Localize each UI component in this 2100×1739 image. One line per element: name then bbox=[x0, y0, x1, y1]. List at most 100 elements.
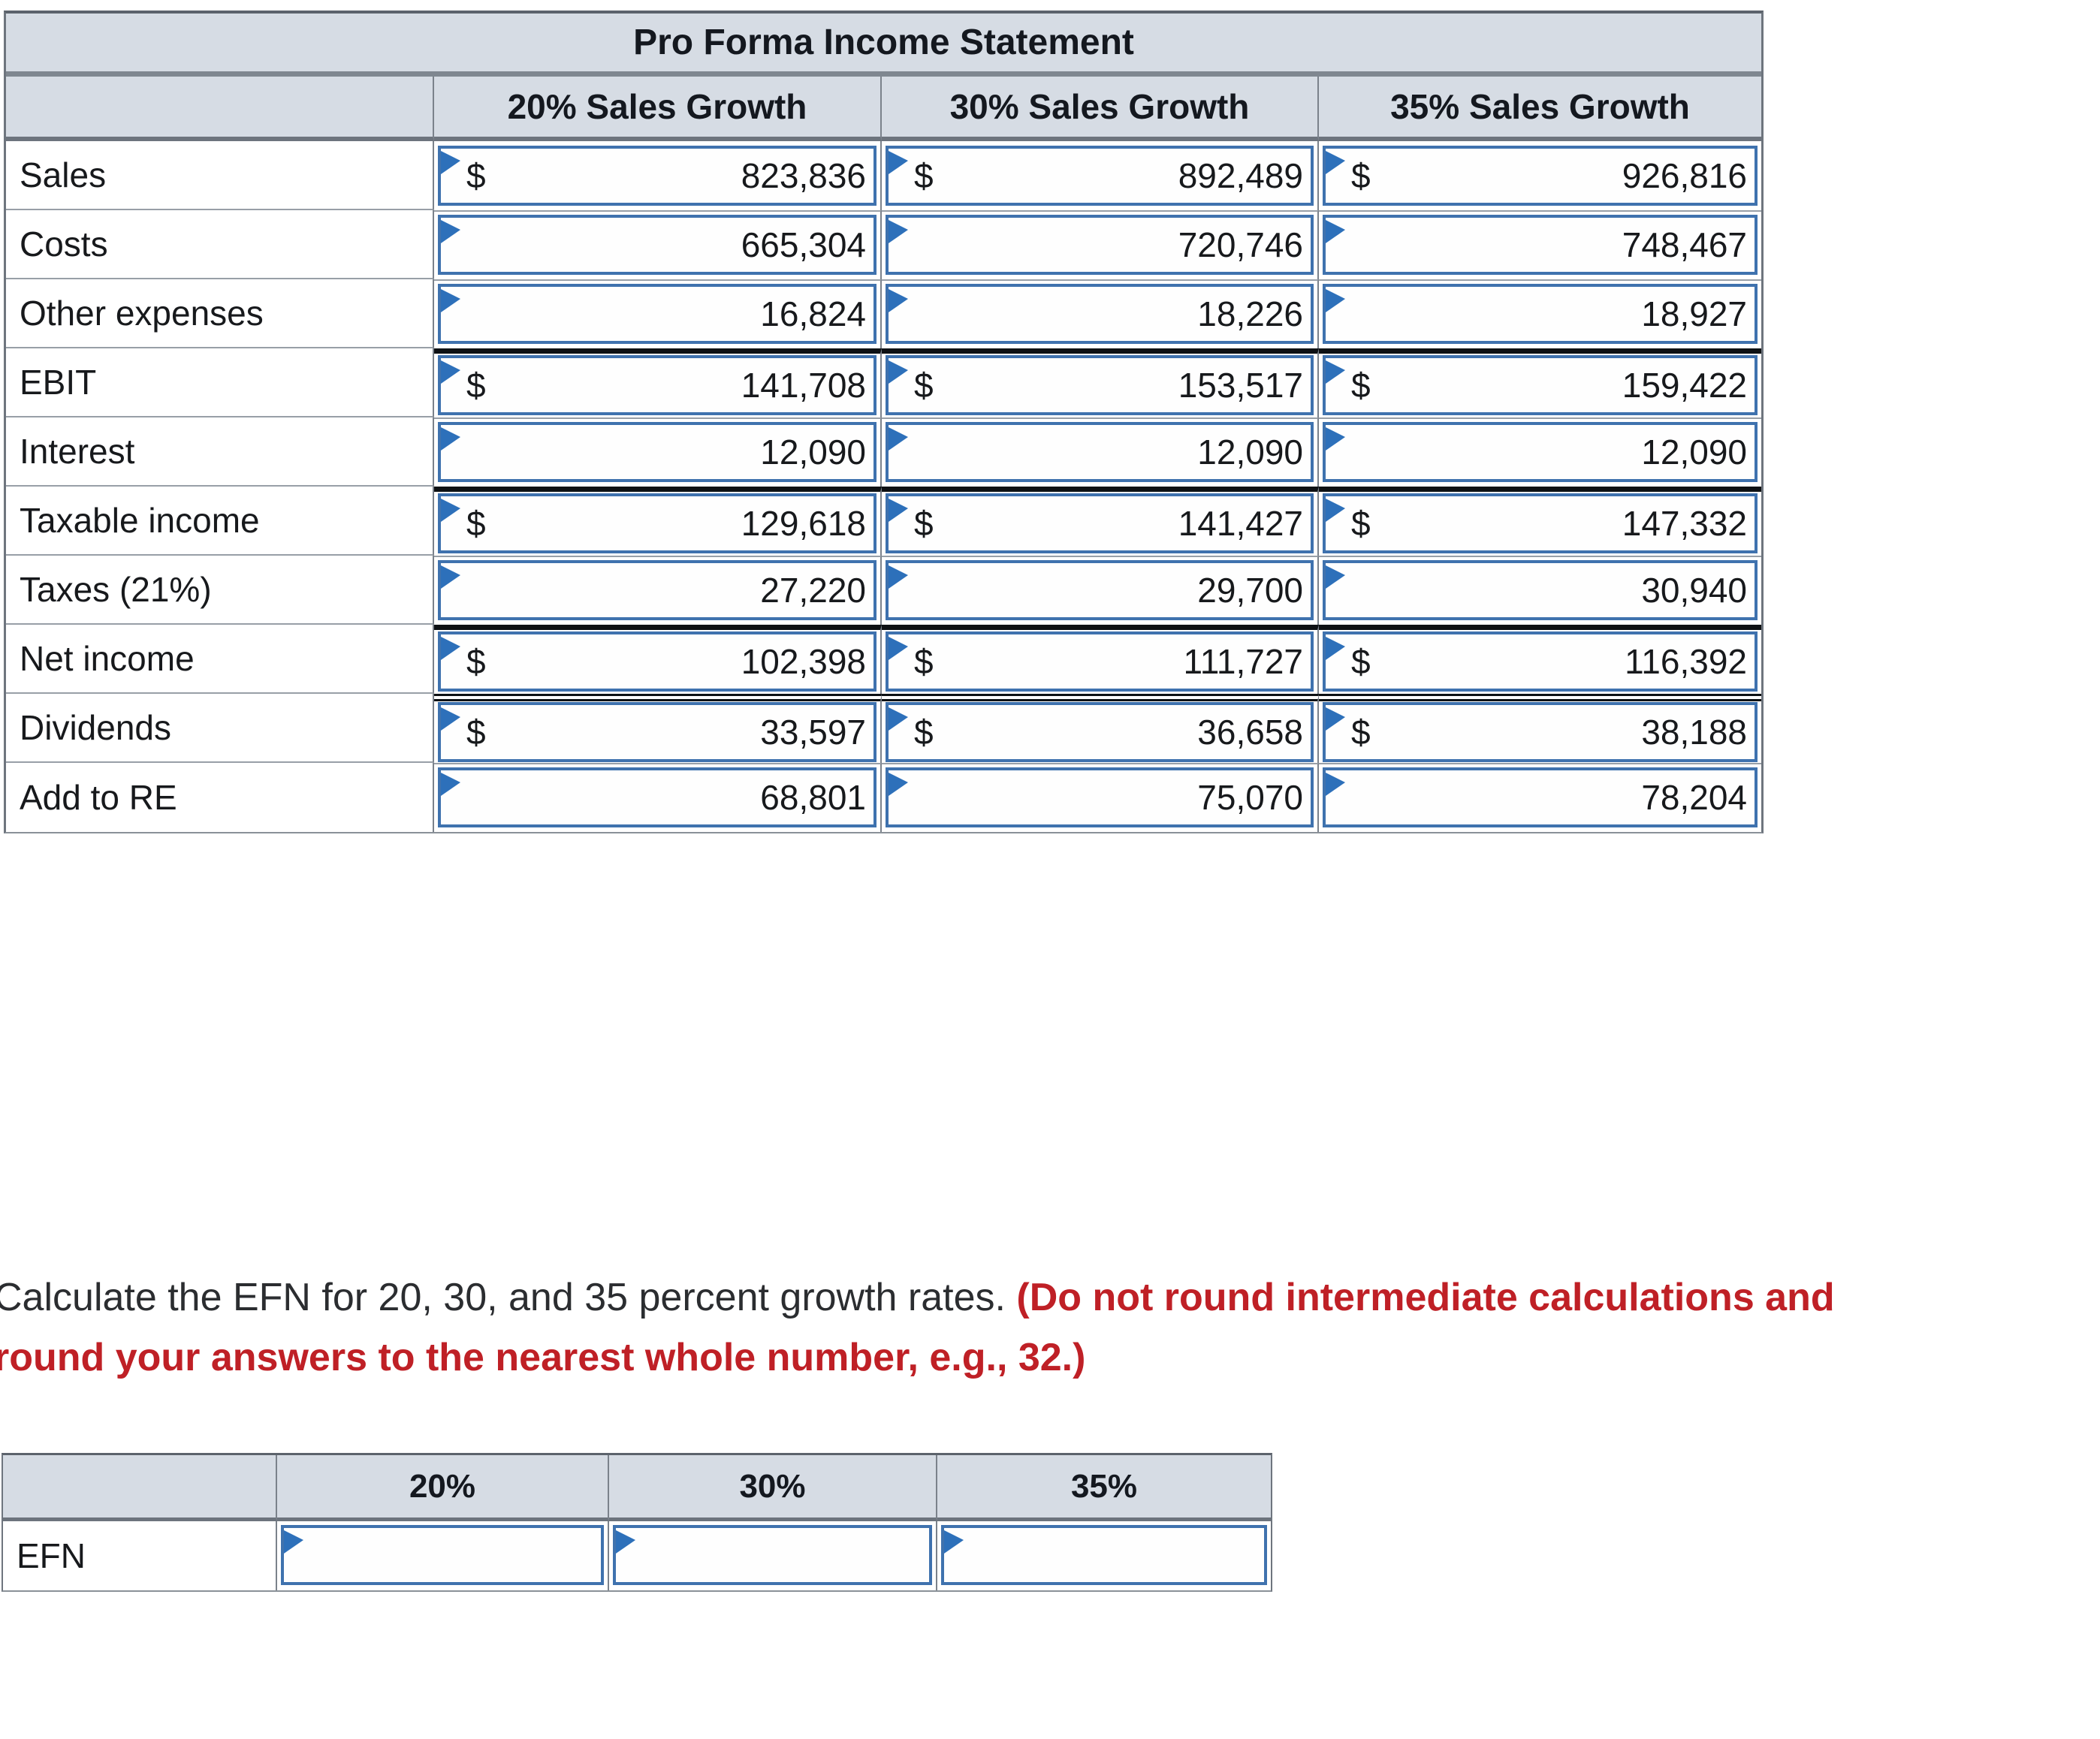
cell-flag-icon bbox=[441, 707, 460, 731]
cell-flag-icon bbox=[441, 151, 460, 174]
value-input-cell[interactable]: 68,801 bbox=[438, 767, 877, 827]
row-label: Interest bbox=[6, 417, 434, 487]
value-input-cell[interactable]: $ 926,816 bbox=[1323, 146, 1758, 206]
cell-value: 748,467 bbox=[1622, 225, 1748, 264]
corner-cell bbox=[3, 1455, 277, 1521]
cell-flag-icon bbox=[889, 707, 908, 731]
cell-value: 116,392 bbox=[1625, 642, 1748, 681]
cell-value: 111,727 bbox=[1183, 642, 1303, 681]
cell-value: 38,188 bbox=[1641, 713, 1748, 752]
efn-input-cell[interactable] bbox=[281, 1525, 604, 1585]
cell-value: 147,332 bbox=[1622, 504, 1748, 543]
cell-value: 892,489 bbox=[1178, 156, 1303, 195]
value-input-cell[interactable]: $ 892,489 bbox=[886, 146, 1314, 206]
currency-symbol: $ bbox=[1351, 504, 1371, 543]
cell-flag-icon bbox=[1326, 151, 1345, 174]
cell-flag-icon bbox=[616, 1530, 635, 1554]
title-row: Pro Forma Income Statement bbox=[6, 14, 1762, 77]
cell-flag-icon bbox=[441, 499, 460, 522]
value-input-cell[interactable]: 16,824 bbox=[438, 284, 877, 344]
currency-symbol: $ bbox=[466, 366, 486, 405]
value-input-cell[interactable]: 18,927 bbox=[1323, 284, 1758, 344]
currency-symbol: $ bbox=[466, 642, 486, 681]
row-label: Sales bbox=[6, 141, 434, 210]
value-input-cell[interactable]: 18,226 bbox=[886, 284, 1314, 344]
cell-value: 12,090 bbox=[1197, 432, 1303, 472]
value-input-cell[interactable]: $ 129,618 bbox=[438, 493, 877, 553]
cell-flag-icon bbox=[284, 1530, 303, 1554]
currency-symbol: $ bbox=[466, 156, 486, 195]
instruction-emphasis-text: (Do not round intermediate calculations … bbox=[0, 1276, 1835, 1379]
value-input-cell[interactable]: 12,090 bbox=[1323, 422, 1758, 482]
value-input-cell[interactable]: 78,204 bbox=[1323, 767, 1758, 827]
table-title: Pro Forma Income Statement bbox=[6, 14, 1762, 77]
value-input-cell[interactable]: $ 111,727 bbox=[886, 631, 1314, 692]
cell-value: 720,746 bbox=[1178, 225, 1303, 264]
table-row: Sales $ 823,836 $ 892,489 $ 926,816 bbox=[6, 141, 1762, 210]
cell-value: 141,708 bbox=[741, 366, 866, 405]
row-label: Net income bbox=[6, 625, 434, 694]
cell-flag-icon bbox=[944, 1530, 964, 1554]
value-input-cell[interactable]: 30,940 bbox=[1323, 560, 1758, 620]
value-input-cell[interactable]: 27,220 bbox=[438, 560, 877, 620]
value-input-cell[interactable]: $ 33,597 bbox=[438, 702, 877, 762]
currency-symbol: $ bbox=[914, 642, 934, 681]
cell-flag-icon bbox=[1326, 565, 1345, 589]
efn-input-cell[interactable] bbox=[941, 1525, 1267, 1585]
cell-flag-icon bbox=[1326, 707, 1345, 731]
value-input-cell[interactable]: 665,304 bbox=[438, 215, 877, 275]
cell-flag-icon bbox=[889, 565, 908, 589]
value-input-cell[interactable]: $ 147,332 bbox=[1323, 493, 1758, 553]
value-input-cell[interactable]: $ 823,836 bbox=[438, 146, 877, 206]
value-input-cell[interactable]: $ 141,427 bbox=[886, 493, 1314, 553]
currency-symbol: $ bbox=[914, 713, 934, 752]
cell-flag-icon bbox=[1326, 637, 1345, 660]
row-label: Add to RE bbox=[6, 763, 434, 832]
table-row: Costs 665,304 720,746 748,467 bbox=[6, 210, 1762, 279]
efn-input-cell[interactable] bbox=[613, 1525, 932, 1585]
table-row: Add to RE 68,801 75,070 78,204 bbox=[6, 763, 1762, 832]
cell-flag-icon bbox=[1326, 427, 1345, 451]
cell-value: 18,226 bbox=[1197, 294, 1303, 333]
row-label: Taxable income bbox=[6, 487, 434, 556]
value-input-cell[interactable]: 29,700 bbox=[886, 560, 1314, 620]
value-input-cell[interactable]: 12,090 bbox=[886, 422, 1314, 482]
currency-symbol: $ bbox=[1351, 366, 1371, 405]
cell-flag-icon bbox=[889, 637, 908, 660]
value-input-cell[interactable]: $ 36,658 bbox=[886, 702, 1314, 762]
table-row: Taxes (21%) 27,220 29,700 30,940 bbox=[6, 556, 1762, 625]
column-header-row: 20% Sales Growth 30% Sales Growth 35% Sale… bbox=[6, 77, 1762, 141]
cell-value: 18,927 bbox=[1641, 294, 1748, 333]
cell-flag-icon bbox=[441, 637, 460, 660]
cell-value: 68,801 bbox=[760, 778, 866, 817]
efn-header-row: 20% 30% 35% bbox=[3, 1455, 1271, 1521]
cell-value: 27,220 bbox=[760, 571, 866, 610]
cell-value: 926,816 bbox=[1622, 156, 1748, 195]
table-row: Interest 12,090 12,090 12,090 bbox=[6, 417, 1762, 487]
cell-value: 16,824 bbox=[760, 294, 866, 333]
row-label: Dividends bbox=[6, 694, 434, 763]
value-input-cell[interactable]: $ 116,392 bbox=[1323, 631, 1758, 692]
row-label: Taxes (21%) bbox=[6, 556, 434, 625]
value-input-cell[interactable]: $ 102,398 bbox=[438, 631, 877, 692]
cell-flag-icon bbox=[889, 220, 908, 243]
row-label: EFN bbox=[3, 1521, 277, 1590]
cell-flag-icon bbox=[889, 289, 908, 312]
cell-value: 12,090 bbox=[1641, 432, 1748, 472]
value-input-cell[interactable]: $ 153,517 bbox=[886, 355, 1314, 415]
cell-value: 102,398 bbox=[741, 642, 866, 681]
value-input-cell[interactable]: 720,746 bbox=[886, 215, 1314, 275]
row-label: Other expenses bbox=[6, 279, 434, 348]
cell-flag-icon bbox=[889, 360, 908, 384]
value-input-cell[interactable]: 12,090 bbox=[438, 422, 877, 482]
table-row: Net income $ 102,398 $ 111,727 $ 116,392 bbox=[6, 625, 1762, 694]
value-input-cell[interactable]: 748,467 bbox=[1323, 215, 1758, 275]
currency-symbol: $ bbox=[466, 504, 486, 543]
currency-symbol: $ bbox=[1351, 642, 1371, 681]
value-input-cell[interactable]: 75,070 bbox=[886, 767, 1314, 827]
currency-symbol: $ bbox=[1351, 713, 1371, 752]
cell-flag-icon bbox=[441, 220, 460, 243]
value-input-cell[interactable]: $ 141,708 bbox=[438, 355, 877, 415]
value-input-cell[interactable]: $ 159,422 bbox=[1323, 355, 1758, 415]
value-input-cell[interactable]: $ 38,188 bbox=[1323, 702, 1758, 762]
